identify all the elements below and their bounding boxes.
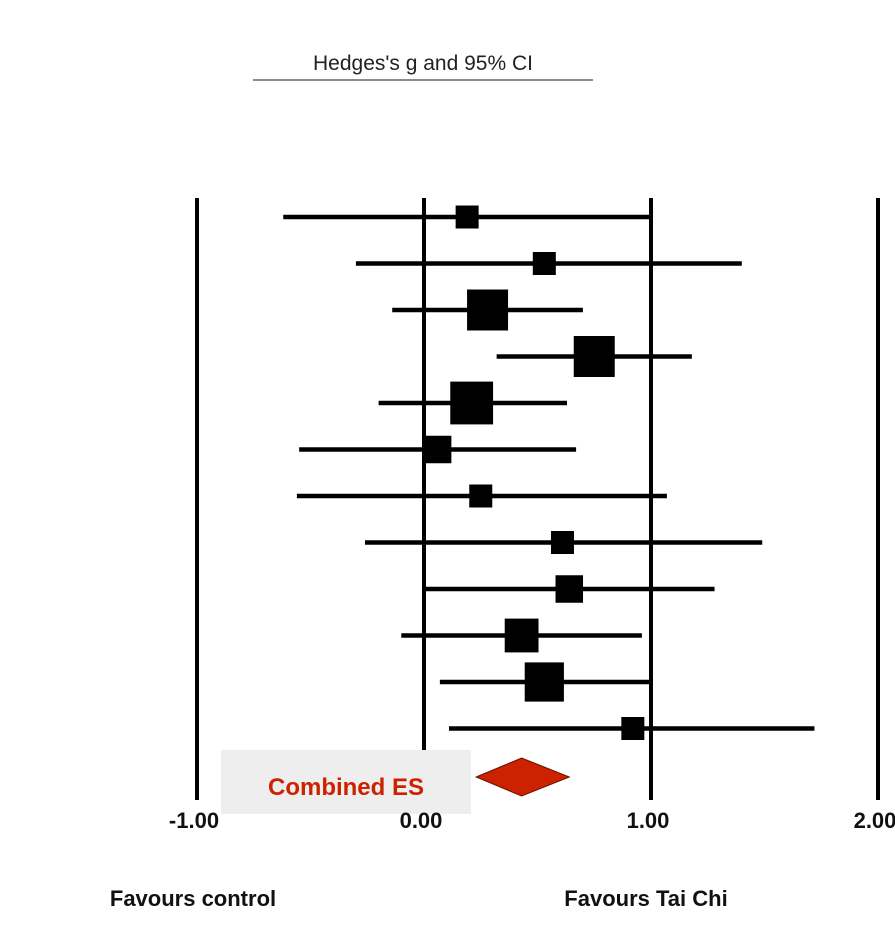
chart-title: Hedges's g and 95% CI — [313, 52, 533, 75]
x-tick-label: 1.00 — [627, 808, 670, 833]
x-tick-label: 2.00 — [854, 808, 895, 833]
effect-marker-study-9 — [555, 575, 584, 603]
x-tick-label: -1.00 — [169, 808, 219, 833]
effect-marker-study-12 — [621, 717, 645, 740]
combined-es-label: Combined ES — [268, 774, 424, 801]
combined-es-label-box: Combined ES — [221, 750, 471, 814]
effect-marker-study-5 — [450, 381, 494, 425]
effect-marker-study-4 — [573, 336, 615, 377]
favours-control-label: Favours control — [110, 886, 276, 911]
effect-marker-study-1 — [455, 205, 479, 229]
combined-es-diamond — [474, 757, 571, 797]
effect-marker-study-7 — [469, 484, 493, 508]
study-rows — [283, 205, 815, 740]
effect-marker-study-11 — [524, 662, 564, 702]
effect-marker-study-8 — [550, 531, 574, 554]
x-tick-label: 0.00 — [400, 808, 443, 833]
effect-marker-study-2 — [532, 252, 556, 275]
combined-es-box — [221, 750, 471, 814]
reference-lines — [195, 198, 880, 800]
effect-marker-study-10 — [504, 618, 539, 653]
favours-taichi-label: Favours Tai Chi — [564, 886, 727, 911]
x-tick-labels: -1.00 0.00 1.00 2.00 — [169, 808, 895, 833]
effect-marker-study-3 — [467, 289, 509, 331]
effect-marker-study-6 — [423, 435, 452, 464]
